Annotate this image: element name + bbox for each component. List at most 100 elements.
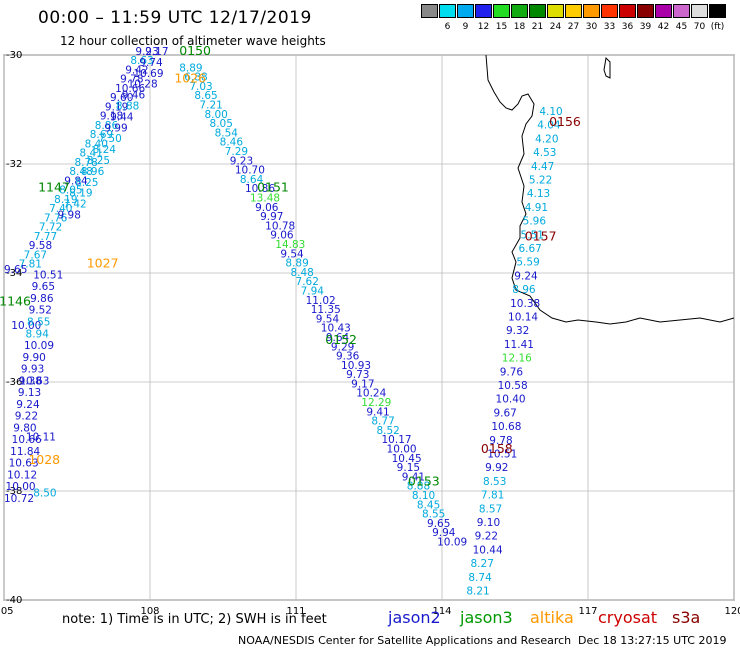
legend-cryosat: cryosat <box>598 608 658 627</box>
wave-height-value: 8.89 <box>285 258 308 270</box>
color-scale-label: 21 <box>531 22 544 32</box>
wave-height-value: 9.99 <box>104 122 127 134</box>
wave-height-value: 10.38 <box>510 298 540 310</box>
wave-height-value: 7.72 <box>39 222 62 234</box>
wave-height-value: 4.04 <box>537 120 561 132</box>
wave-height-value: 9.41 <box>366 406 389 418</box>
wave-height-value: 8.10 <box>412 490 435 502</box>
wave-height-value: 10.45 <box>392 453 422 465</box>
pass-time-label: 0156 <box>549 114 581 129</box>
lat-tick-label: -38 <box>6 486 22 497</box>
wave-height-value: 10.66 <box>12 434 42 446</box>
wave-height-value: 9.36 <box>336 351 360 363</box>
wave-height-value: 4.20 <box>535 133 558 145</box>
wave-height-value: 10.86 <box>245 183 275 195</box>
color-swatch <box>637 4 654 18</box>
wave-height-value: 8.64 <box>240 174 264 186</box>
altimeter-tracks: 7.817.679.587.777.727.767.408.198.059.84… <box>4 46 563 598</box>
wave-height-value: 8.05 <box>59 185 82 197</box>
wave-height-value: 9.54 <box>316 313 340 325</box>
wave-height-value: 10.00 <box>387 444 417 456</box>
wave-height-value: 9.78 <box>489 435 512 447</box>
pass-time-label: 0150 <box>179 43 211 58</box>
wave-height-value: 7.62 <box>296 276 319 288</box>
wave-height-value: 9.73 <box>346 369 369 381</box>
color-swatch <box>493 4 510 18</box>
pass-time-label: 1027 <box>87 256 119 271</box>
wave-height-value: 10.70 <box>235 165 265 177</box>
wave-height-value: 8.25 <box>87 155 110 167</box>
wave-height-value: 8.19 <box>69 188 92 200</box>
wave-height-value: 8.46 <box>220 137 244 149</box>
map-grid <box>3 54 735 601</box>
wave-height-value: 9.29 <box>331 341 354 353</box>
color-swatch <box>547 4 564 18</box>
wave-height-value: 9.67 <box>493 407 516 419</box>
wave-height-value: 9.24 <box>16 399 40 411</box>
wave-height-value: 8.48 <box>69 166 92 178</box>
wave-height-value: 8.00 <box>204 109 227 121</box>
wave-height-value: 9.60 <box>110 92 133 104</box>
wave-height-value: 8.88 <box>116 101 139 113</box>
wave-height-value: 4.13 <box>527 188 550 200</box>
color-scale-label: 45 <box>675 22 688 32</box>
wave-height-value: 8.55 <box>422 509 445 521</box>
wave-height-value: 7.77 <box>34 231 57 243</box>
wave-height-value: 9.44 <box>110 111 134 123</box>
wave-height-value: 6.67 <box>518 243 541 255</box>
wave-height-value: 9.97 <box>260 211 283 223</box>
wave-height-value: 6.88 <box>184 72 207 84</box>
color-swatch <box>709 4 726 18</box>
lon-tick-label: 114 <box>432 606 451 617</box>
wave-height-value: 9.64 <box>326 332 350 344</box>
wave-height-value: 9.46 <box>122 90 146 102</box>
wave-height-value: 10.72 <box>4 493 34 505</box>
color-swatch <box>691 4 708 18</box>
color-swatch <box>565 4 582 18</box>
wave-height-value: 10.00 <box>11 320 41 332</box>
wave-height-value: 9.38 <box>19 376 42 388</box>
wave-height-value: 9.22 <box>15 411 38 423</box>
wave-height-value: 8.63 <box>130 55 153 67</box>
wave-height-value: 8.40 <box>85 138 108 150</box>
wave-height-value: 9.93 <box>21 364 44 376</box>
wave-height-value: 9.23 <box>135 46 158 58</box>
color-scale-label: 24 <box>549 22 562 32</box>
wave-height-value: 10.63 <box>9 458 39 470</box>
color-scale-label: 33 <box>603 22 616 32</box>
wave-height-value: 10.11 <box>26 432 56 444</box>
lon-tick-label: 117 <box>578 606 597 617</box>
wave-height-value: 9.92 <box>485 462 508 474</box>
wave-height-value: 10.78 <box>265 220 295 232</box>
wave-height-value: 9.19 <box>105 101 128 113</box>
color-scale-label: 30 <box>585 22 598 32</box>
wave-height-value: 11.41 <box>504 339 534 351</box>
lon-tick-label: 111 <box>286 606 305 617</box>
wave-height-value: 11.84 <box>10 446 40 458</box>
wave-height-value: 9.98 <box>58 210 81 222</box>
wave-height-value: 9.78 <box>120 74 143 86</box>
wave-height-value: 9.65 <box>4 264 27 276</box>
color-scale-label: 15 <box>495 22 508 32</box>
wave-height-value: 10.28 <box>128 79 158 91</box>
color-scale-label: 6 <box>444 22 451 32</box>
color-swatch <box>601 4 618 18</box>
wave-height-value: 8.96 <box>512 284 536 296</box>
wave-height-value: 8.54 <box>215 127 239 139</box>
chart-subtitle: 12 hour collection of altimeter wave hei… <box>60 34 326 48</box>
legend-jason2: jason2 <box>388 608 441 627</box>
color-scale-label: 70 <box>693 22 706 32</box>
wave-height-value: 8.77 <box>371 416 394 428</box>
legend-s3a: s3a <box>672 608 701 627</box>
color-swatch <box>457 4 474 18</box>
wave-height-value: 9.90 <box>22 352 45 364</box>
pass-time-label: 0151 <box>257 179 289 194</box>
wave-height-value: 8.55 <box>27 316 50 328</box>
lat-tick-label: -36 <box>6 377 22 388</box>
lat-tick-label: -32 <box>6 159 22 170</box>
wave-height-value: 10.58 <box>498 380 528 392</box>
pass-labels: 0150 1026 0151 1147 1027 1146 0152 1028 0153 0156… <box>0 43 581 489</box>
wave-height-value: 10.24 <box>356 388 386 400</box>
wave-height-value: 10.40 <box>496 394 526 406</box>
